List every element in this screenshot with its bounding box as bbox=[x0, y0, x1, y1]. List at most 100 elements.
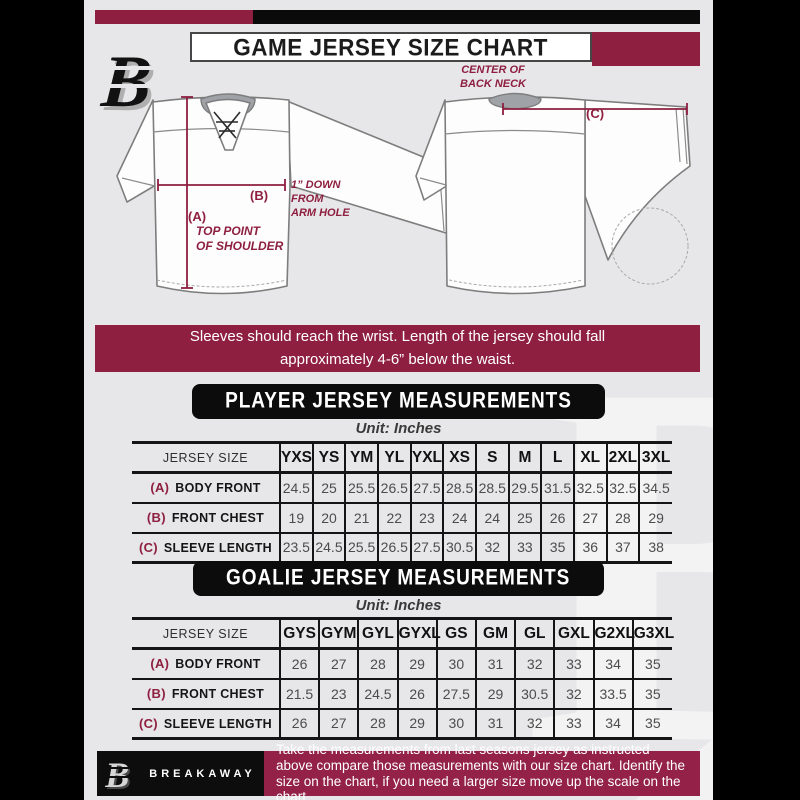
jersey-size-corner-label: JERSEY SIZE bbox=[162, 450, 249, 465]
measurement-cell: 35 bbox=[540, 532, 574, 563]
measurement-name: FRONT CHEST bbox=[171, 687, 265, 701]
measurement-name: BODY FRONT bbox=[175, 657, 261, 672]
measurement-cell: 20 bbox=[311, 502, 346, 533]
measurement-key: (B) bbox=[146, 510, 166, 525]
measurement-cell: 27.5 bbox=[409, 472, 444, 503]
size-column-header: GS bbox=[435, 618, 476, 649]
measurement-cell: 28.5 bbox=[442, 472, 476, 503]
measurement-cell: 38 bbox=[638, 532, 672, 563]
size-column-header: G3XL bbox=[631, 618, 674, 649]
measurement-cell: 26 bbox=[278, 648, 320, 679]
measurement-name: SLEEVE LENGTH bbox=[163, 540, 273, 555]
measurement-cell: 29.5 bbox=[507, 472, 542, 503]
measurement-row: (B) FRONT CHEST 21.5 23 24.5 26 27.5 29 30.5 32 33… bbox=[132, 678, 672, 709]
measurement-cell: 25.5 bbox=[344, 532, 378, 563]
measurement-cell: 32 bbox=[474, 532, 509, 563]
measurement-cell: 30 bbox=[435, 648, 476, 679]
player-section-header-row: PLAYER JERSEY MEASUREMENTS bbox=[84, 384, 713, 419]
measurement-key: (C) bbox=[138, 539, 158, 555]
measurement-cell: 34.5 bbox=[638, 472, 672, 503]
measurement-cell: 26 bbox=[396, 678, 437, 709]
page-title: GAME JERSEY SIZE CHART bbox=[233, 32, 549, 61]
measurement-cell: 30 bbox=[435, 708, 476, 739]
footer-brand-box: B BREAKAWAY bbox=[97, 751, 264, 796]
logo-notch bbox=[105, 775, 138, 778]
sleeve-guidance-banner: Sleeves should reach the wrist. Length o… bbox=[95, 325, 700, 372]
measurement-cell: 35 bbox=[631, 708, 672, 739]
measurement-cell: 23 bbox=[409, 502, 444, 533]
measurement-cell: 36 bbox=[572, 532, 607, 563]
measurement-cell: 35 bbox=[631, 678, 672, 709]
logo-notch bbox=[108, 84, 178, 88]
measurement-cell: 28 bbox=[357, 648, 398, 679]
measurement-row: (A) BODY FRONT 26 27 28 29 30 31 32 33 34 35 bbox=[132, 648, 672, 679]
measurement-cell: 32.5 bbox=[572, 472, 607, 503]
measurement-cell: 33 bbox=[553, 708, 594, 739]
size-column-header: GM bbox=[474, 618, 516, 649]
measurement-key: (A) bbox=[150, 656, 170, 672]
measurement-cell: 28 bbox=[357, 708, 398, 739]
measurement-row: (C) SLEEVE LENGTH 26 27 28 29 30 31 32 33 34 35 bbox=[132, 708, 672, 739]
footer-brand-name: BREAKAWAY bbox=[149, 767, 256, 780]
measurement-cell: 34 bbox=[592, 648, 633, 679]
measurement-cell: 25 bbox=[311, 472, 346, 503]
goalie-measurements-table: JERSEY SIZE GYS GYM GYL GYXL GS GM GL GXL G2XL G3X… bbox=[132, 617, 674, 740]
measurement-cell: 27 bbox=[318, 708, 359, 739]
player-measurements-table: JERSEY SIZE YXS YS YM YL YXL XS S M L XL 2XL 3XL (A) B… bbox=[132, 441, 672, 564]
back-jersey-diagram bbox=[415, 92, 691, 295]
measurement-cell: 29 bbox=[474, 678, 516, 709]
measurement-cell: 23.5 bbox=[279, 532, 313, 563]
measurement-cell: 19 bbox=[279, 502, 313, 533]
size-column-header: 3XL bbox=[638, 442, 672, 473]
measurement-row-label: (C) SLEEVE LENGTH bbox=[132, 533, 280, 563]
player-section-title: PLAYER JERSEY MEASUREMENTS bbox=[225, 388, 572, 414]
sleeve-guidance-text: Sleeves should reach the wrist. Length o… bbox=[189, 328, 606, 368]
measurement-key: (C) bbox=[138, 715, 158, 731]
measurement-cell: 29 bbox=[396, 708, 437, 739]
measurement-cell: 23 bbox=[318, 678, 359, 709]
size-column-header: YS bbox=[311, 442, 346, 473]
measurement-cell: 26 bbox=[278, 708, 320, 739]
measurement-row: (B) FRONT CHEST 19 20 21 22 23 24 24 25 26 27 28 29 bbox=[132, 502, 672, 533]
measurement-row: (C) SLEEVE LENGTH 23.5 24.5 25.5 26.5 27.5 30.5… bbox=[132, 532, 672, 563]
measurement-cell: 28 bbox=[605, 502, 640, 533]
measurement-name: BODY FRONT bbox=[175, 481, 261, 496]
measurement-cell: 33.5 bbox=[592, 678, 633, 709]
measurement-cell: 32 bbox=[514, 708, 555, 739]
measurement-cell: 27 bbox=[318, 648, 359, 679]
measurement-cell: 24.5 bbox=[311, 532, 346, 563]
size-column-header: YXS bbox=[279, 442, 313, 473]
measurement-cell: 24 bbox=[442, 502, 476, 533]
flyer-canvas: B GAME JERSEY SIZE CHART B bbox=[84, 0, 713, 800]
measurement-cell: 28.5 bbox=[474, 472, 509, 503]
measurement-cell: 30.5 bbox=[514, 678, 555, 709]
breakaway-b-monogram-icon: B bbox=[105, 754, 139, 795]
size-column-header: YM bbox=[344, 442, 378, 473]
measurement-row-label: (B) FRONT CHEST bbox=[132, 503, 280, 533]
measurement-cell: 35 bbox=[631, 648, 672, 679]
size-column-header: YL bbox=[376, 442, 411, 473]
measurement-cell: 31.5 bbox=[540, 472, 574, 503]
measurement-cell: 33 bbox=[553, 648, 594, 679]
size-column-header: XS bbox=[442, 442, 476, 473]
label-a: (A) bbox=[188, 209, 207, 224]
size-column-header: YXL bbox=[409, 442, 444, 473]
title-accent-block bbox=[592, 32, 700, 66]
measurement-key: (A) bbox=[150, 480, 170, 496]
goalie-section-header-row: GOALIE JERSEY MEASUREMENTS bbox=[84, 561, 713, 596]
measurement-cell: 32.5 bbox=[605, 472, 640, 503]
footer-instructions: Take the measurements from last seasons … bbox=[276, 741, 685, 800]
measurement-cell: 25 bbox=[507, 502, 542, 533]
measurement-cell: 31 bbox=[474, 648, 516, 679]
measurement-name: FRONT CHEST bbox=[171, 511, 265, 525]
size-column-header: GYL bbox=[357, 618, 398, 649]
measurement-cell: 22 bbox=[376, 502, 411, 533]
note-top-point-of-shoulder: TOP POINT OF SHOULDER bbox=[196, 224, 284, 253]
breakaway-b-monogram-icon: B bbox=[99, 40, 192, 123]
measurement-cell: 24.5 bbox=[357, 678, 398, 709]
measurement-cell: 29 bbox=[638, 502, 672, 533]
note-center-of-back-neck: CENTER OF BACK NECK bbox=[460, 64, 526, 90]
measurement-cell: 31 bbox=[474, 708, 516, 739]
logo-notch bbox=[105, 766, 138, 769]
measurement-cell: 26 bbox=[540, 502, 574, 533]
